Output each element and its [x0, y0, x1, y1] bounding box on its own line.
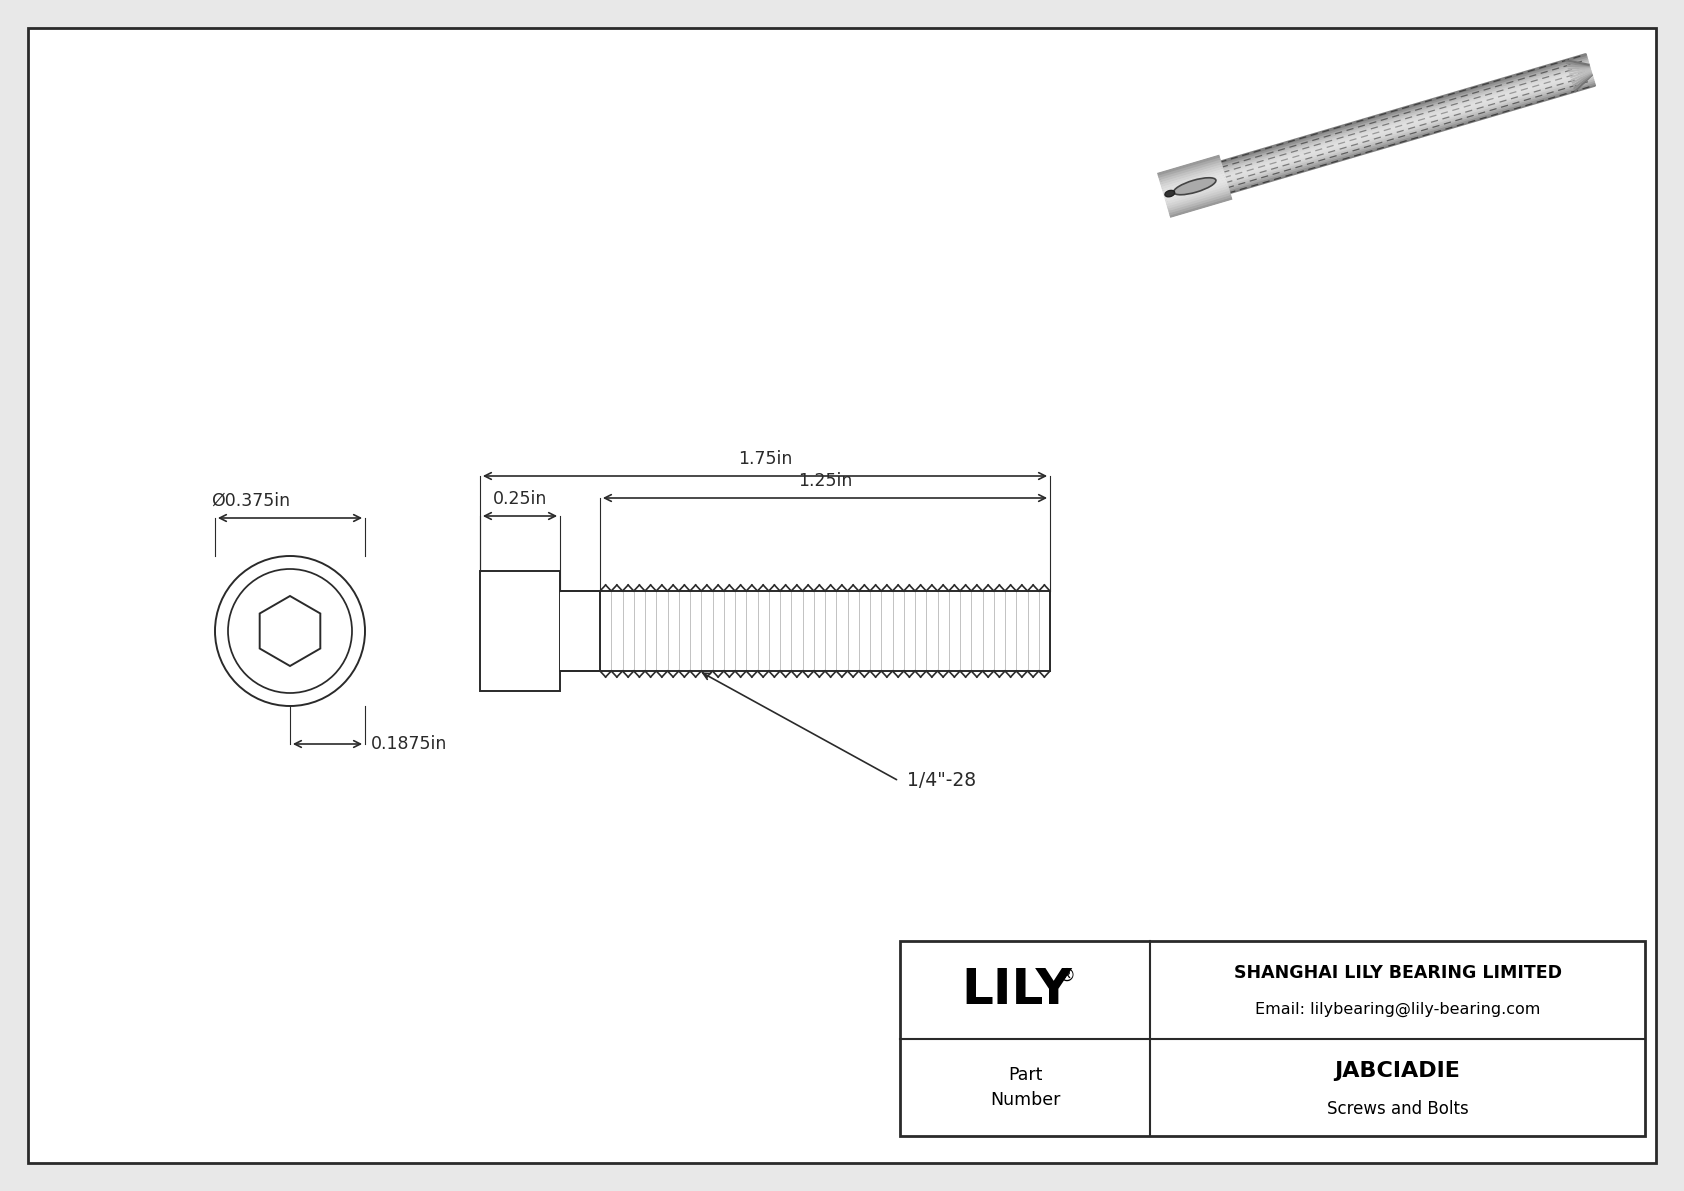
Text: Screws and Bolts: Screws and Bolts — [1327, 1099, 1468, 1117]
Ellipse shape — [1165, 191, 1175, 197]
Bar — [899, 941, 1645, 1136]
Polygon shape — [1159, 156, 1231, 216]
Bar — [480, 570, 561, 691]
Text: SHANGHAI LILY BEARING LIMITED: SHANGHAI LILY BEARING LIMITED — [1233, 965, 1561, 983]
Polygon shape — [259, 596, 320, 666]
Text: JABCIADIE: JABCIADIE — [1334, 1061, 1460, 1080]
Text: ®: ® — [1058, 967, 1076, 985]
Bar — [600, 591, 1051, 671]
Circle shape — [227, 569, 352, 693]
Text: 1.25in: 1.25in — [798, 472, 852, 490]
Text: 1/4"-28: 1/4"-28 — [908, 772, 977, 791]
Text: Part
Number: Part Number — [990, 1066, 1061, 1109]
Text: 0.25in: 0.25in — [493, 490, 547, 509]
Text: 1.75in: 1.75in — [738, 450, 791, 468]
Bar — [561, 591, 600, 671]
Circle shape — [216, 556, 365, 706]
Text: 0.1875in: 0.1875in — [370, 735, 448, 753]
Text: Ø0.375in: Ø0.375in — [210, 492, 290, 510]
Ellipse shape — [1174, 177, 1216, 195]
Text: Email: lilybearing@lily-bearing.com: Email: lilybearing@lily-bearing.com — [1255, 1002, 1541, 1017]
Text: LILY: LILY — [962, 966, 1073, 1014]
